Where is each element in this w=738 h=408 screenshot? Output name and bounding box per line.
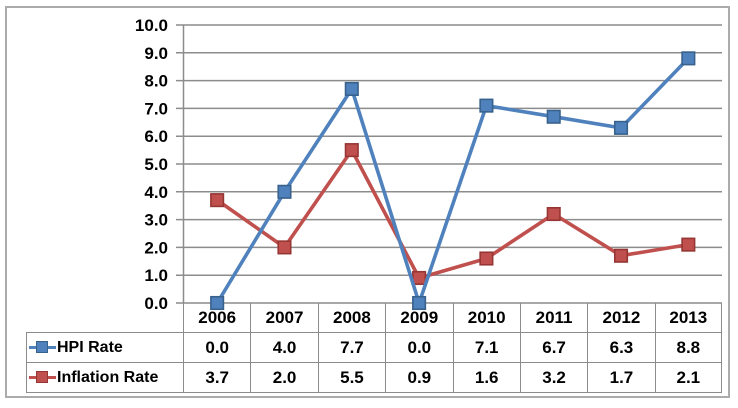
table-inflation-value-cell-2006: 3.7 <box>183 363 251 393</box>
table-inflation-value-cell-2010: 1.6 <box>452 363 520 393</box>
table-hpi-value-cell-2008: 7.7 <box>317 333 386 363</box>
hpi-rate-legend-key-icon <box>29 341 56 355</box>
table-year-cell-2011: 2011 <box>519 303 588 333</box>
table-hpi-value-cell-2013: 8.8 <box>654 333 722 363</box>
inflation-rate-legend-key-icon <box>29 371 56 385</box>
table-hpi-value-cell-2012: 6.3 <box>587 333 655 363</box>
data-table: 2006 2007 2008 2009 2010 2011 2012 2013 HPI Rat… <box>26 303 722 393</box>
table-year-cell-2007: 2007 <box>250 303 318 333</box>
table-inflation-value-cell-2013: 2.1 <box>654 363 722 393</box>
table-hpi-value-cell-2009: 0.0 <box>385 333 453 363</box>
table-year-cell-2010: 2010 <box>452 303 520 333</box>
table-hpi-value-cell-2006: 0.0 <box>183 333 251 363</box>
table-hpi-value-cell-2010: 7.1 <box>452 333 520 363</box>
table-inflation-value-cell-2009: 0.9 <box>385 363 453 393</box>
table-year-cell-2008: 2008 <box>317 303 386 333</box>
legend-item-hpi-rate: HPI Rate <box>26 333 183 363</box>
legend-item-inflation-rate: Inflation Rate <box>26 363 183 393</box>
table-inflation-value-cell-2012: 1.7 <box>587 363 655 393</box>
legend-label-hpi-rate: HPI Rate <box>57 338 123 356</box>
table-corner-cell <box>26 303 183 333</box>
table-inflation-value-cell-2011: 3.2 <box>519 363 588 393</box>
table-inflation-value-cell-2007: 2.0 <box>250 363 318 393</box>
table-hpi-value-cell-2011: 6.7 <box>519 333 588 363</box>
table-year-cell-2009: 2009 <box>385 303 453 333</box>
legend-label-inflation-rate: Inflation Rate <box>57 368 159 386</box>
table-year-cell-2006: 2006 <box>183 303 251 333</box>
table-year-cell-2012: 2012 <box>587 303 655 333</box>
table-inflation-value-cell-2008: 5.5 <box>317 363 386 393</box>
table-year-cell-2013: 2013 <box>654 303 722 333</box>
table-hpi-value-cell-2007: 4.0 <box>250 333 318 363</box>
